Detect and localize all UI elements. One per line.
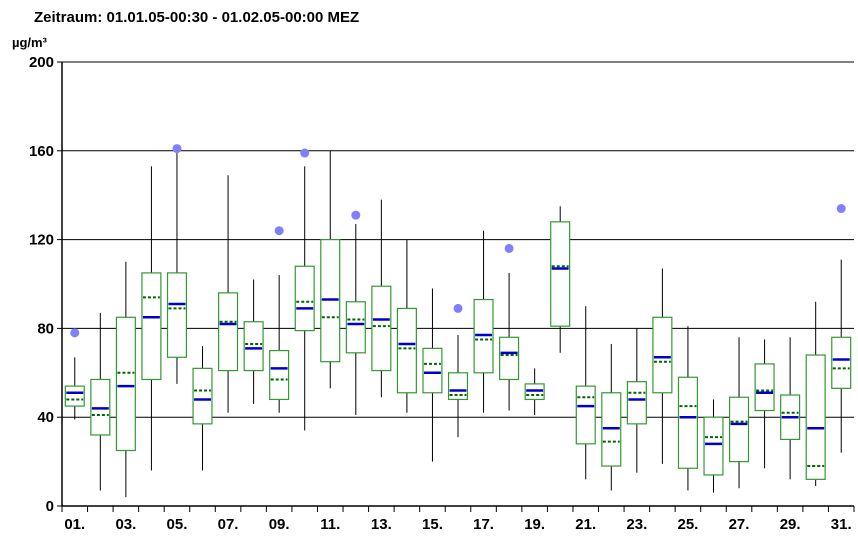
- x-tick-label-09: 09.: [269, 516, 290, 533]
- interquartile-box: [626, 381, 647, 425]
- day-box-18: [499, 243, 520, 411]
- interquartile-box: [396, 307, 417, 394]
- day-box-24: [652, 268, 673, 464]
- interquartile-box: [64, 385, 85, 407]
- interquartile-box: [805, 354, 826, 480]
- y-axis-unit-label: µg/m³: [12, 35, 48, 50]
- outlier-point: [274, 226, 284, 236]
- day-box-27: [728, 337, 750, 489]
- day-box-20: [550, 206, 571, 353]
- day-box-17: [473, 230, 494, 413]
- day-box-31: [831, 204, 852, 453]
- day-box-25: [677, 326, 698, 491]
- interquartile-box: [652, 316, 673, 394]
- day-box-01: [64, 328, 85, 420]
- x-tick-label-03: 03.: [115, 516, 136, 533]
- day-box-05: [166, 144, 188, 384]
- chart-title: Zeitraum: 01.01.05-00:30 - 01.02.05-00:0…: [34, 9, 359, 26]
- x-tick-label-15: 15.: [422, 516, 443, 533]
- x-tick-label-17: 17.: [473, 516, 494, 533]
- day-box-30: [805, 301, 826, 487]
- day-box-26: [703, 399, 724, 493]
- interquartile-box: [166, 272, 188, 358]
- day-box-12: [345, 210, 366, 415]
- day-box-02: [90, 312, 111, 491]
- x-tick-label-05: 05.: [167, 516, 188, 533]
- day-box-13: [371, 199, 392, 398]
- day-box-10: [294, 148, 315, 431]
- day-box-06: [192, 346, 213, 471]
- x-tick-label-25: 25.: [678, 516, 699, 533]
- axes: [61, 62, 854, 507]
- day-box-15: [422, 288, 443, 462]
- y-tick-label-40: 40: [37, 409, 54, 426]
- x-tick-label-31: 31.: [831, 516, 852, 533]
- interquartile-box: [728, 396, 750, 463]
- y-tick-label-80: 80: [37, 320, 54, 337]
- outlier-point: [453, 303, 463, 313]
- day-box-09: [269, 226, 290, 413]
- day-box-08: [243, 279, 264, 404]
- interquartile-box: [218, 292, 239, 372]
- interquartile-box: [371, 285, 392, 372]
- interquartile-box: [447, 372, 469, 401]
- day-box-11: [320, 150, 341, 389]
- day-box-16: [447, 303, 469, 438]
- x-tick-label-19: 19.: [524, 516, 545, 533]
- x-axis-ticks: 01. 03. 05. 07. 09. 11. 13. 15. 17. 19. 21. 23. 25. 2…: [61, 506, 855, 533]
- day-box-23: [626, 328, 647, 473]
- outlier-point: [504, 243, 514, 253]
- x-tick-label-23: 23.: [626, 516, 647, 533]
- day-box-14: [396, 239, 417, 413]
- y-tick-label-200: 200: [29, 54, 54, 71]
- day-box-22: [601, 343, 622, 491]
- day-box-04: [141, 166, 162, 471]
- interquartile-box: [677, 376, 698, 469]
- x-tick-label-01: 01.: [64, 516, 85, 533]
- interquartile-box: [115, 316, 136, 452]
- day-box-07: [218, 175, 239, 413]
- outlier-point: [836, 204, 846, 214]
- y-tick-label-120: 120: [29, 232, 54, 249]
- interquartile-box: [831, 336, 852, 389]
- day-box-29: [780, 337, 801, 480]
- x-tick-label-27: 27.: [729, 516, 750, 533]
- day-box-21: [575, 306, 596, 480]
- y-tick-label-0: 0: [46, 498, 54, 515]
- x-tick-label-21: 21.: [575, 516, 596, 533]
- x-tick-label-11: 11.: [320, 516, 340, 533]
- x-tick-label-07: 07.: [218, 516, 239, 533]
- outlier-point: [70, 328, 80, 338]
- outlier-point: [172, 144, 182, 154]
- interquartile-box: [243, 321, 264, 372]
- y-tick-label-160: 160: [29, 143, 54, 160]
- box-series: [64, 144, 852, 498]
- interquartile-box: [703, 416, 724, 476]
- interquartile-box: [754, 363, 775, 412]
- interquartile-box: [192, 367, 213, 425]
- interquartile-box: [422, 347, 443, 394]
- day-box-19: [524, 368, 545, 415]
- interquartile-box: [575, 385, 596, 445]
- day-box-03: [115, 261, 136, 498]
- y-axis-ticks: 0 40 80 120 160 200: [29, 54, 62, 515]
- x-tick-label-13: 13.: [371, 516, 392, 533]
- interquartile-box: [550, 221, 571, 327]
- day-box-28: [754, 339, 775, 469]
- interquartile-box: [269, 350, 290, 401]
- outlier-point: [300, 148, 310, 158]
- interquartile-box: [141, 272, 162, 381]
- x-tick-label-29: 29.: [780, 516, 801, 533]
- interquartile-box: [294, 265, 315, 332]
- outlier-point: [351, 210, 361, 220]
- interquartile-box: [499, 336, 520, 381]
- interquartile-box: [345, 301, 366, 354]
